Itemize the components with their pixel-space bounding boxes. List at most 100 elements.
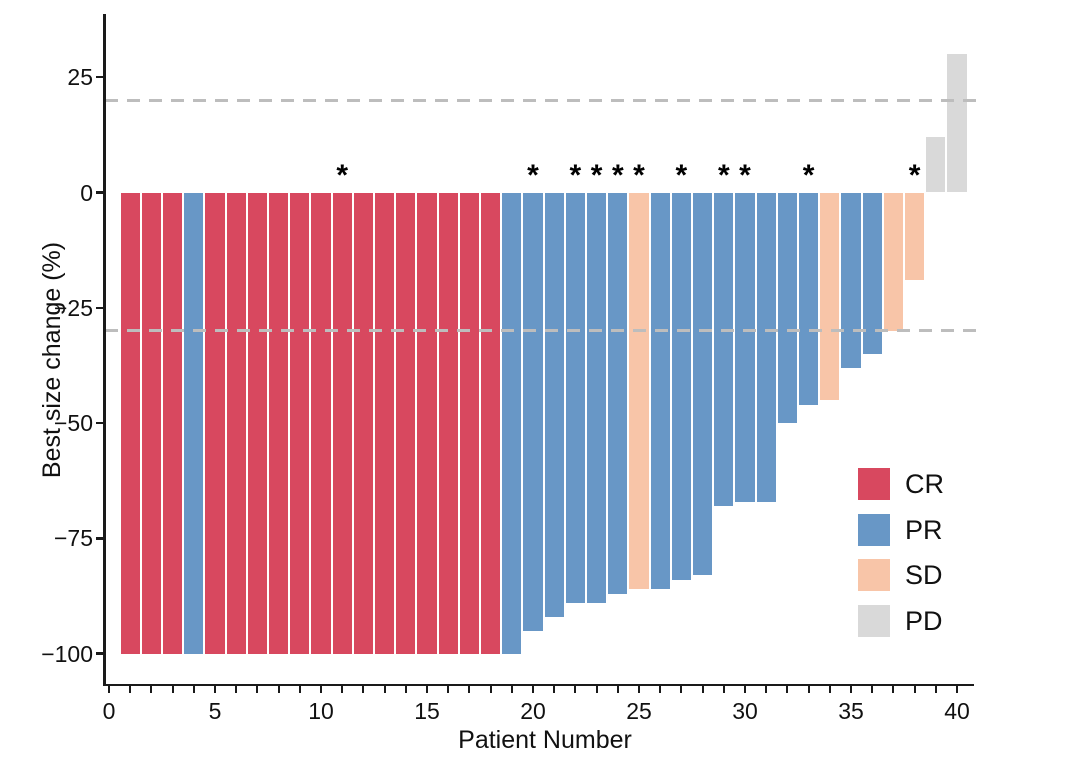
x-tick-16 (447, 686, 450, 693)
bar-patient-30 (735, 192, 755, 502)
bar-patient-39 (926, 137, 946, 193)
bar-patient-31 (756, 192, 776, 502)
x-tick-24 (616, 686, 619, 693)
x-tick-0 (108, 686, 110, 693)
bar-patient-6 (226, 192, 246, 654)
y-tick-label--25: −25 (53, 294, 93, 321)
x-tick-label-25: 25 (626, 698, 652, 724)
x-tick-7 (256, 686, 259, 693)
x-tick-2 (150, 686, 153, 693)
bar-patient-16 (438, 192, 458, 654)
legend-swatch-pr (858, 513, 890, 546)
x-tick-label-10: 10 (308, 698, 334, 724)
y-tick--75 (96, 537, 103, 540)
y-axis-title: Best size change (%) (38, 241, 66, 479)
bar-patient-36 (862, 192, 882, 354)
y-tick--100 (96, 652, 103, 655)
x-axis-line (103, 683, 974, 686)
x-tick-14 (404, 686, 407, 693)
y-tick--25 (96, 306, 103, 310)
significance-asterisk-patient-25: * (633, 159, 645, 192)
bar-patient-23 (586, 192, 607, 603)
x-tick-9 (298, 686, 301, 693)
x-tick-12 (362, 686, 365, 693)
x-tick-34 (828, 686, 831, 693)
x-tick-19 (510, 686, 513, 693)
x-tick-40 (956, 686, 958, 693)
x-tick-label-30: 30 (732, 698, 758, 724)
x-tick-23 (595, 686, 598, 693)
y-tick-label-0: 0 (80, 179, 93, 206)
bar-patient-10 (311, 192, 331, 654)
threshold-line-plus20 (105, 98, 985, 102)
significance-asterisk-patient-11: * (336, 159, 349, 192)
x-tick-25 (638, 686, 640, 693)
x-tick-36 (871, 686, 874, 693)
x-tick-15 (426, 686, 428, 693)
bar-patient-18 (480, 192, 501, 654)
y-tick-0 (96, 191, 103, 194)
bar-patient-11 (332, 192, 352, 654)
x-axis-title: Patient Number (458, 726, 632, 754)
significance-asterisk-patient-27: * (675, 159, 688, 192)
legend-label-sd: SD (905, 560, 943, 590)
y-tick-label--100: −100 (41, 640, 93, 667)
x-tick-28 (701, 686, 704, 693)
x-tick-8 (277, 686, 280, 693)
legend-swatch-cr (858, 468, 890, 500)
bar-patient-22 (565, 192, 586, 603)
x-tick-10 (320, 686, 322, 693)
x-tick-1 (129, 686, 132, 693)
y-axis-line (103, 14, 106, 686)
bar-patient-5 (205, 192, 225, 654)
bar-patient-7 (247, 192, 268, 654)
x-tick-32 (786, 686, 789, 693)
x-tick-37 (892, 686, 895, 693)
bar-patient-24 (608, 192, 628, 594)
bar-patient-29 (714, 192, 734, 507)
x-tick-30 (744, 686, 746, 693)
threshold-line-minus30 (105, 329, 985, 333)
bar-patient-14 (396, 192, 416, 654)
x-tick-27 (680, 686, 683, 693)
x-tick-3 (171, 686, 174, 693)
x-tick-39 (934, 686, 937, 693)
bar-patient-3 (162, 192, 183, 654)
legend-label-pd: PD (905, 605, 943, 636)
x-tick-label-35: 35 (838, 698, 864, 724)
x-tick-11 (341, 686, 344, 693)
x-tick-label-5: 5 (208, 698, 222, 724)
x-tick-4 (192, 686, 195, 693)
x-tick-26 (659, 686, 662, 693)
bar-patient-15 (417, 192, 437, 654)
significance-asterisk-patient-24: * (611, 159, 624, 192)
bar-patient-25 (629, 192, 649, 590)
y-tick-label--75: −75 (53, 525, 93, 552)
x-tick-21 (553, 686, 556, 693)
significance-asterisk-patient-22: * (569, 159, 582, 192)
y-tick-label--50: −50 (53, 410, 93, 437)
bar-patient-8 (268, 192, 289, 654)
x-tick-label-20: 20 (520, 698, 546, 724)
bar-patient-17 (459, 192, 480, 654)
legend-label-cr: CR (905, 469, 944, 499)
bar-patient-2 (141, 192, 162, 654)
bar-patient-40 (947, 54, 967, 193)
bar-patient-13 (374, 192, 395, 654)
bar-patient-35 (841, 192, 861, 368)
legend-swatch-sd (858, 559, 890, 591)
significance-asterisk-patient-33: * (802, 159, 815, 192)
y-tick-label-25: 25 (67, 64, 93, 91)
x-tick-6 (235, 686, 238, 693)
bar-patient-37 (883, 192, 904, 331)
x-tick-label-40: 40 (944, 698, 970, 724)
x-tick-20 (532, 686, 534, 693)
significance-asterisk-patient-20: * (527, 159, 539, 192)
significance-asterisk-patient-38: * (908, 159, 921, 192)
bar-patient-33 (798, 192, 819, 405)
bar-patient-21 (544, 192, 564, 617)
bar-patient-27 (671, 192, 692, 580)
x-tick-label-15: 15 (414, 698, 440, 724)
x-tick-17 (468, 686, 471, 693)
